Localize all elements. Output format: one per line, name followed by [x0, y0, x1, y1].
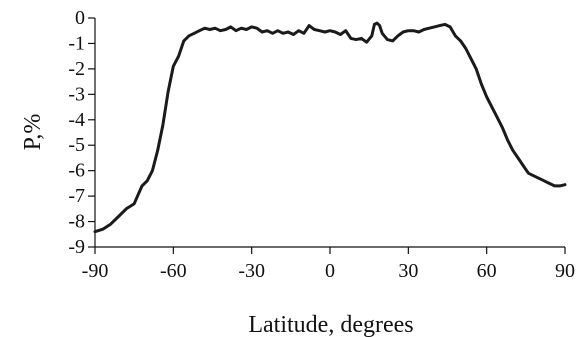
x-tick-label: -30: [238, 260, 265, 282]
y-ticks: 0 -1 -2 -3 -4 -5 -6 -7 -8 -9: [68, 7, 95, 258]
x-axis-title: Latitude, degrees: [248, 312, 413, 337]
x-ticks: -90 -60 -30 0 30 60 90: [82, 247, 575, 282]
y-tick-label: -3: [68, 83, 85, 105]
y-tick-label: -7: [68, 185, 85, 207]
y-axis-title: P,%: [20, 114, 46, 151]
x-tick-label: 90: [555, 260, 575, 282]
x-tick-label: 0: [325, 260, 335, 282]
y-tick-label: -9: [68, 236, 85, 258]
y-tick-label: -1: [68, 32, 85, 54]
axes: [94, 18, 565, 248]
x-tick-label: 30: [398, 260, 418, 282]
y-tick-label: -2: [68, 58, 85, 80]
y-tick-label: -8: [68, 211, 85, 233]
x-tick-label: 60: [477, 260, 497, 282]
series-line-0: [93, 21, 567, 234]
y-tick-label: -6: [68, 160, 85, 182]
x-tick-label: -90: [82, 260, 109, 282]
y-tick-label: 0: [75, 7, 85, 29]
x-tick-label: -60: [160, 260, 187, 282]
series-group: [93, 21, 567, 234]
y-tick-label: -5: [68, 134, 85, 156]
y-tick-label: -4: [68, 109, 85, 131]
